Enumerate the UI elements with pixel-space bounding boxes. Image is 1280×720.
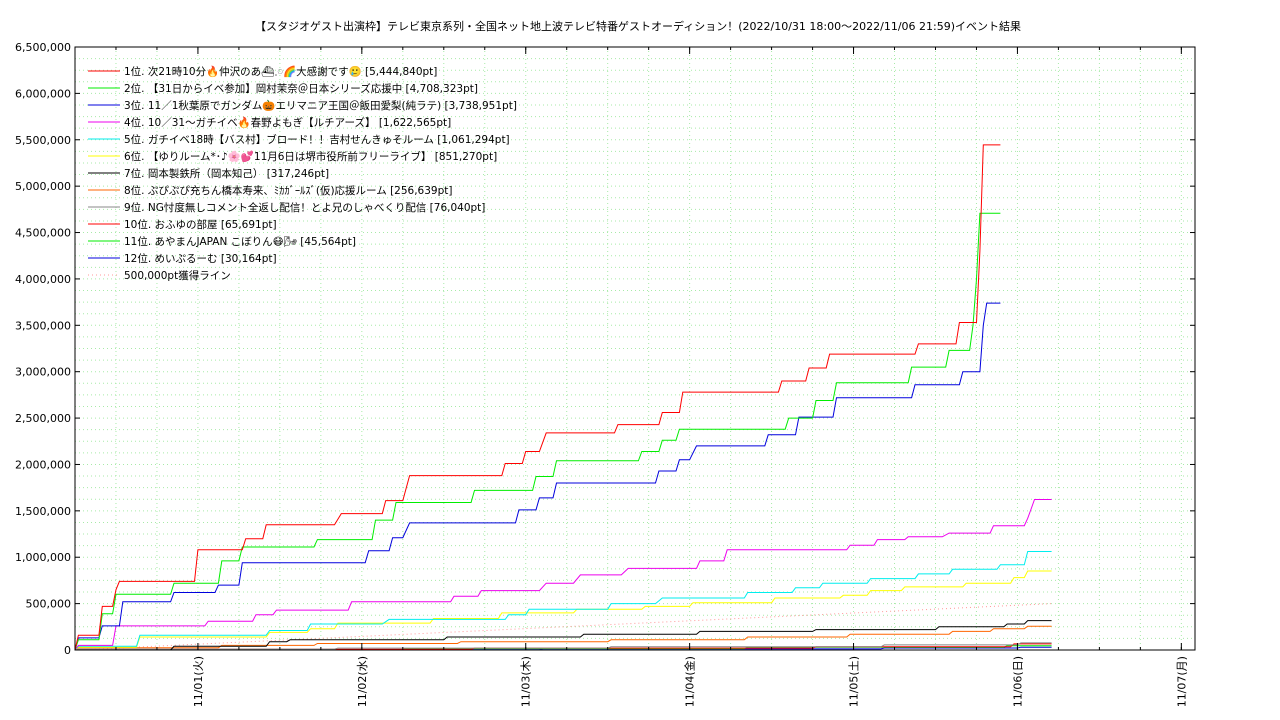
plot-area-frame bbox=[74, 46, 1196, 651]
legend-label: 9位. NG忖度無しコメント全返し配信！とよ兄のしゃべくり配信 [76,040p… bbox=[124, 201, 485, 214]
y-tick-label: 5,500,000 bbox=[15, 134, 71, 147]
legend-label: 500,000pt獲得ライン bbox=[124, 269, 231, 282]
y-tick-label: 4,000,000 bbox=[15, 273, 71, 286]
x-tick-label: 11/05(土) bbox=[848, 656, 861, 707]
y-tick-label: 5,000,000 bbox=[15, 180, 71, 193]
series-line-6 bbox=[74, 570, 1052, 651]
legend: 1位. 次21時10分🔥仲沢のあ⛴𓈒𓏸🌈大感謝です🥲 [5,444,840pt]… bbox=[88, 65, 517, 282]
series-line-5 bbox=[74, 551, 1052, 651]
x-tick-label: 11/06(日) bbox=[1011, 656, 1024, 707]
y-tick-label: 3,000,000 bbox=[15, 366, 71, 379]
y-tick-label: 6,500,000 bbox=[15, 41, 71, 54]
y-tick-label: 0 bbox=[64, 644, 71, 657]
legend-label: 4位. 10／31〜ガチイベ🔥春野よもぎ【ルチアーズ】 [1,622,565pt… bbox=[124, 116, 451, 129]
y-tick-label: 1,000,000 bbox=[15, 551, 71, 564]
chart-subtitle: イベント結果 bbox=[955, 19, 1021, 33]
series-line-2 bbox=[74, 212, 1001, 651]
legend-label: 6位. 【ゆりルーム*･♪🌸💕11月6日は堺市役所前フリーライブ】 [851,2… bbox=[124, 150, 497, 163]
legend-label: 11位. あやまんJAPAN こぼりん😷🌬 [45,564pt] bbox=[124, 235, 356, 248]
legend-label: 3位. 11／1秋葉原でガンダム🎃エリマニア王国＠飯田愛梨(純ラテ) [3,73… bbox=[124, 99, 517, 112]
axis-ticks: 0 500,000 1,000,000 1,500,000 2,000,000 2,500… bbox=[15, 41, 1195, 707]
y-tick-label: 1,500,000 bbox=[15, 505, 71, 518]
legend-label: 1位. 次21時10分🔥仲沢のあ⛴𓈒𓏸🌈大感謝です🥲 [5,444,840pt] bbox=[124, 65, 437, 78]
series-line-8 bbox=[74, 625, 1052, 651]
legend-label: 12位. めいぷるーむ [30,164pt] bbox=[124, 252, 277, 265]
x-tick-label: 11/02(水) bbox=[356, 656, 369, 707]
series-line-9 bbox=[74, 642, 1052, 651]
x-tick-label: 11/04(金) bbox=[683, 656, 697, 707]
grid bbox=[74, 47, 1195, 650]
y-tick-label: 6,000,000 bbox=[15, 87, 71, 100]
x-tick-label: 11/03(木) bbox=[520, 656, 533, 707]
reference-line-layer bbox=[74, 603, 1052, 651]
chart-title: 【スタジオゲスト出演枠】テレビ東京系列・全国ネット地上波テレビ特番ゲストオーディ… bbox=[255, 19, 955, 33]
series-line-4 bbox=[74, 499, 1052, 651]
legend-label: 7位. 岡本製鉄所（岡本知己） [317,246pt] bbox=[124, 167, 329, 180]
y-tick-label: 4,500,000 bbox=[15, 227, 71, 240]
x-tick-label: 11/07(月) bbox=[1175, 656, 1188, 707]
reference-line bbox=[74, 603, 1052, 651]
x-tick-label: 11/01(火) bbox=[192, 656, 205, 707]
y-tick-label: 3,500,000 bbox=[15, 319, 71, 332]
legend-label: 5位. ガチイベ18時【バス村】ブロード！！吉村せんきゅそルーム [1,061,… bbox=[124, 133, 510, 146]
y-tick-label: 2,500,000 bbox=[15, 412, 71, 425]
legend-label: 10位. おふゆの部屋 [65,691pt] bbox=[124, 218, 277, 231]
series-line-7 bbox=[75, 620, 1052, 651]
y-tick-label: 500,000 bbox=[26, 598, 72, 611]
series-line-1 bbox=[74, 144, 1001, 651]
series-line-3 bbox=[74, 302, 1001, 651]
y-tick-label: 2,000,000 bbox=[15, 458, 71, 471]
legend-label: 8位. ぷぴぷぴ充ちん橋本寿来、ﾐｶｶﾞｰﾙｽﾞ(仮)応援ルーム [256,63… bbox=[124, 184, 452, 197]
legend-label: 2位. 【31日からイベ参加】岡村茉奈＠日本シリーズ応援中 [4,708,323… bbox=[124, 82, 478, 95]
